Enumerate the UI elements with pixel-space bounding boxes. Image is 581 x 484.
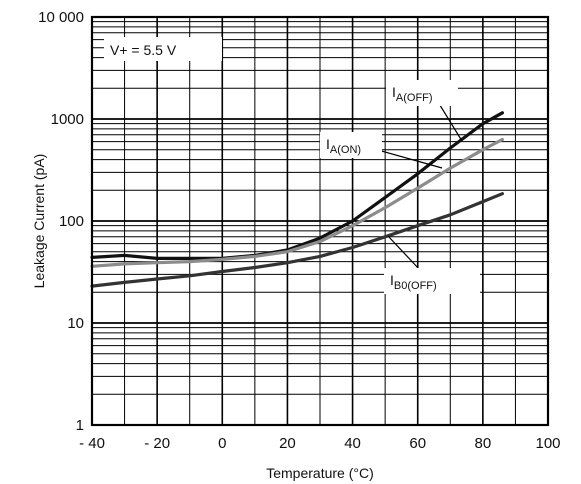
condition-box — [104, 37, 222, 61]
y-tick-labels: 1 10 100 1000 10 000 — [38, 9, 84, 434]
grid — [91, 16, 549, 426]
label-bg-ib0_off — [384, 268, 480, 294]
x-axis-title: Temperature (°C) — [266, 465, 374, 481]
series-label-main: I — [390, 272, 394, 288]
series-layer — [90, 111, 504, 288]
x-tick-label: - 20 — [144, 435, 170, 452]
series-label-ib0_off: IB0(OFF) — [390, 272, 437, 292]
leader-line-ib0_off — [387, 235, 421, 271]
x-tick-label: - 40 — [79, 435, 105, 452]
y-tick-label: 100 — [59, 213, 84, 230]
series-label-main: I — [392, 84, 396, 100]
x-tick-label: 40 — [344, 435, 361, 452]
x-tick-label: 0 — [218, 435, 226, 452]
series-line-ia_off — [90, 111, 504, 260]
x-tick-label: 60 — [409, 435, 426, 452]
y-tick-label: 1 — [76, 417, 84, 434]
leader-line-ia_off — [437, 101, 463, 142]
y-axis-title: Leakage Current (pA) — [31, 154, 47, 289]
label-bg-ia_on — [320, 132, 382, 158]
series-label-ia_off: IA(OFF) — [392, 84, 433, 104]
leader-line-ia_on — [377, 149, 443, 169]
series-label-sub: A(OFF) — [396, 92, 433, 104]
series-label-sub: A(ON) — [330, 144, 361, 156]
plot-frame — [90, 15, 550, 427]
series-line-ia_on — [90, 137, 504, 268]
series-annotations: IA(OFF)IA(ON)IB0(OFF) — [320, 80, 480, 294]
x-tick-label: 80 — [475, 435, 492, 452]
series-label-ia_on: IA(ON) — [326, 136, 361, 156]
x-tick-labels: - 40 - 20 0 20 40 60 80 100 — [79, 435, 560, 452]
y-tick-label: 10 — [67, 315, 84, 332]
series-label-sub: B0(OFF) — [394, 280, 437, 292]
y-tick-label: 10 000 — [38, 9, 84, 26]
label-bg-ia_off — [386, 80, 458, 106]
x-tick-label: 100 — [535, 435, 560, 452]
y-tick-label: 1000 — [51, 111, 84, 128]
series-line-ib0_off — [90, 192, 504, 288]
condition-label: V+ = 5.5 V — [110, 42, 177, 58]
series-label-main: I — [326, 136, 330, 152]
x-tick-label: 20 — [279, 435, 296, 452]
